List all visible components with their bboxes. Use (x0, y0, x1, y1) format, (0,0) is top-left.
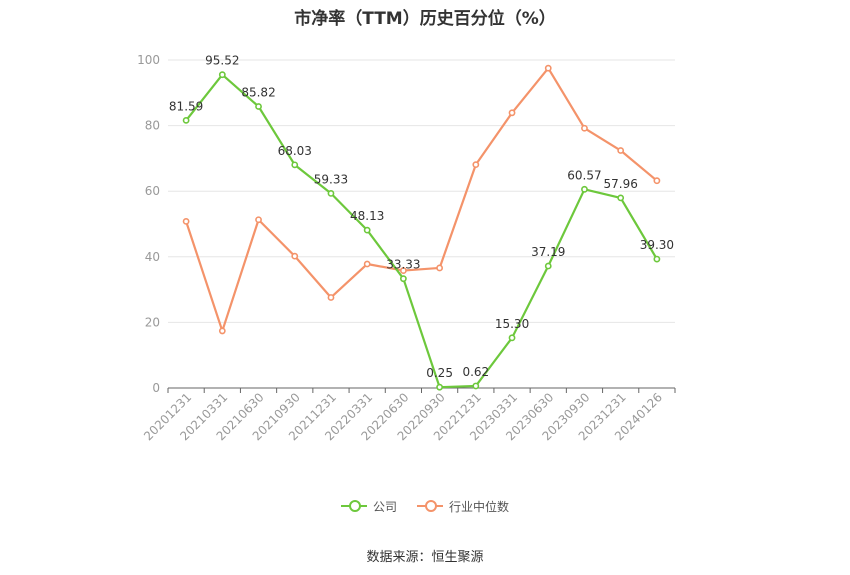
data-point (544, 64, 552, 72)
data-point (436, 383, 444, 391)
line-chart: 0 20 40 60 80 100 202012312021033120210630202… (137, 53, 676, 443)
data-point (255, 216, 262, 224)
data-label: 48.13 (350, 209, 384, 223)
y-tick-label: 0 (152, 381, 160, 395)
data-point (436, 264, 444, 272)
legend-swatch-company (340, 500, 367, 512)
legend-label-industry-median: 行业中位数 (449, 499, 510, 514)
y-tick-label: 40 (145, 250, 160, 264)
x-axis: 2020123120210331202106302021093020211231… (141, 387, 676, 443)
chart-title: 市净率（TTM）历史百分位（%） (294, 9, 556, 29)
y-axis: 0 20 40 60 80 100 (137, 53, 160, 395)
data-point (472, 382, 480, 390)
data-point (291, 252, 299, 260)
data-label: 68.03 (278, 144, 312, 158)
series-industry-median (182, 64, 661, 335)
data-label: 60.57 (567, 168, 601, 182)
legend-item-industry-median[interactable]: 行业中位数 (417, 497, 509, 515)
data-label: 57.96 (603, 177, 637, 191)
y-tick-label: 60 (145, 184, 160, 198)
source-note: 数据来源：恒生聚源 (366, 550, 484, 565)
data-point (581, 185, 588, 193)
legend-swatch-industry-median (417, 500, 443, 512)
data-point (399, 275, 407, 283)
data-point (291, 161, 299, 169)
data-label: 0.25 (426, 366, 453, 380)
data-label: 15.30 (495, 317, 529, 331)
data-label: 33.33 (386, 258, 420, 272)
data-label: 37.19 (531, 245, 565, 259)
data-label: 81.59 (169, 99, 203, 113)
data-label: 39.30 (640, 238, 674, 252)
data-point (363, 260, 371, 268)
data-point (218, 327, 226, 335)
data-label: 0.62 (462, 365, 489, 379)
data-point (327, 189, 335, 197)
data-point (617, 194, 625, 202)
series-line (185, 67, 658, 333)
data-label: 95.52 (205, 54, 239, 68)
data-point (544, 262, 552, 270)
data-label: 85.82 (241, 86, 275, 100)
y-tick-label: 100 (137, 53, 160, 67)
data-point (255, 103, 262, 110)
data-point (581, 124, 588, 132)
data-point (218, 71, 226, 79)
data-point (653, 177, 661, 185)
y-tick-label: 20 (145, 315, 160, 329)
data-label: 59.33 (314, 172, 348, 186)
data-point (617, 147, 625, 154)
legend-item-company[interactable]: 公司 (340, 497, 397, 515)
data-point (327, 294, 335, 301)
y-tick-label: 80 (145, 119, 160, 133)
data-point (182, 116, 190, 124)
data-point (182, 217, 190, 225)
data-point (363, 226, 371, 234)
data-point (508, 334, 516, 342)
data-point (472, 161, 480, 169)
series-line (185, 73, 658, 389)
data-point (508, 109, 516, 117)
legend: 公司 行业中位数 (0, 497, 850, 515)
data-point (399, 267, 407, 274)
legend-label-company: 公司 (372, 499, 397, 514)
data-point (653, 255, 661, 263)
